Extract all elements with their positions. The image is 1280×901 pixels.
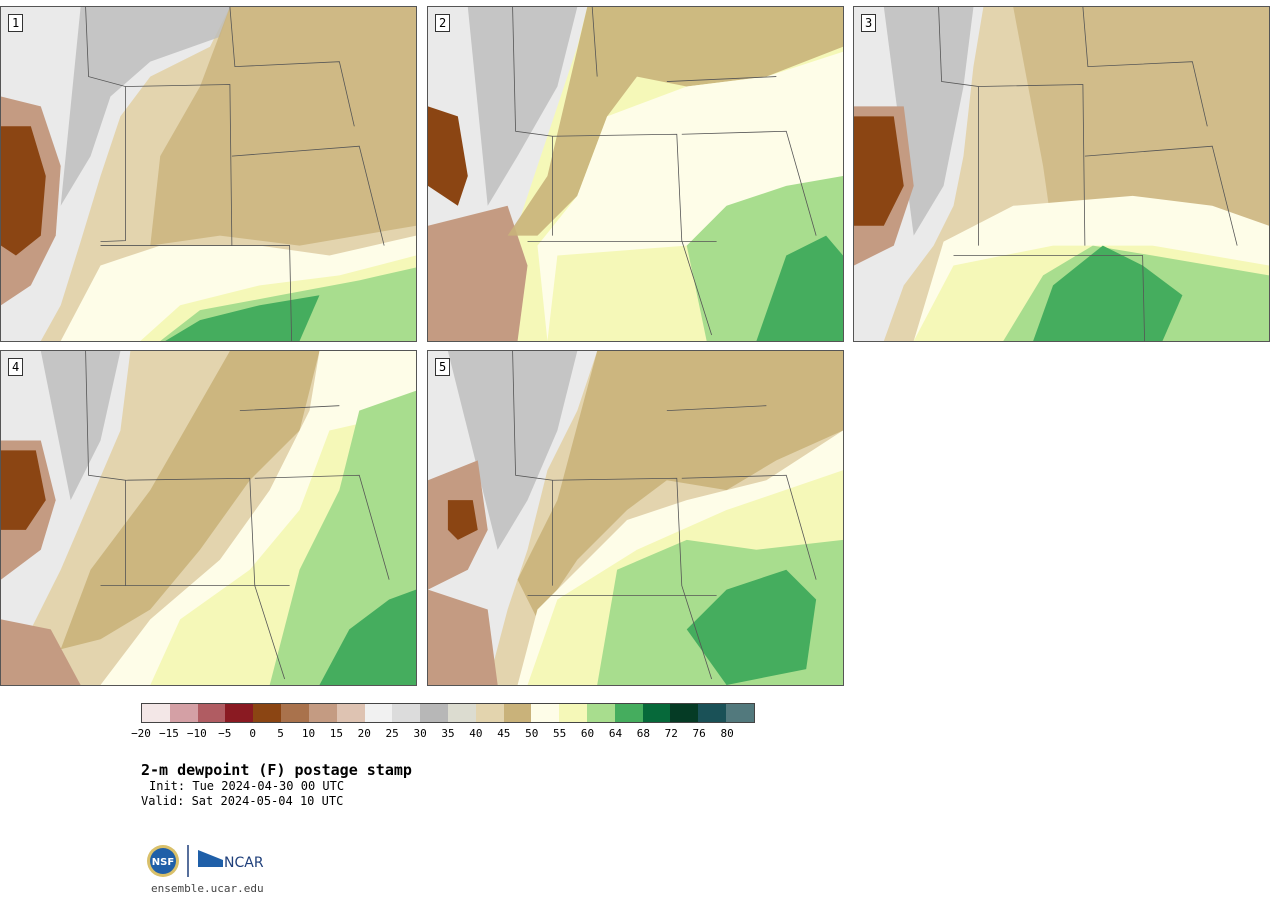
colorbar-swatch — [281, 704, 309, 722]
dewpoint-map-2 — [428, 7, 843, 341]
colorbar-swatch — [503, 704, 532, 722]
dewpoint-map-5 — [428, 351, 843, 685]
colorbar-swatch — [197, 704, 226, 722]
nsf-ncar-logo: NSF NCAR — [147, 845, 264, 877]
colorbar — [141, 703, 755, 723]
map-panel-5: 5 — [427, 350, 844, 686]
colorbar-tick-label: 76 — [692, 727, 706, 740]
colorbar-tick-label: 30 — [413, 727, 427, 740]
colorbar-tick-label: 40 — [469, 727, 483, 740]
colorbar-swatch — [531, 704, 560, 722]
colorbar-tick-label: 10 — [301, 727, 316, 740]
map-panel-4: 4 — [0, 350, 417, 686]
colorbar-swatch — [364, 704, 393, 722]
colorbar-swatch — [726, 704, 754, 722]
panel-number: 3 — [861, 14, 877, 32]
svg-text:NSF: NSF — [152, 857, 174, 868]
ncar-logo: NCAR — [198, 850, 264, 871]
colorbar-tick-label: 64 — [608, 727, 623, 740]
colorbar-swatch — [447, 704, 476, 722]
colorbar-swatch — [420, 704, 448, 722]
colorbar-tick-label: 35 — [441, 727, 455, 740]
map-panel-2: 2 — [427, 6, 844, 342]
colorbar-tick-label: −15 — [158, 727, 179, 740]
colorbar-swatch — [142, 704, 170, 722]
colorbar-swatch — [587, 704, 615, 722]
panel-number: 2 — [435, 14, 451, 32]
dewpoint-map-1 — [1, 7, 416, 341]
colorbar-swatch — [642, 704, 671, 722]
panel-number: 1 — [8, 14, 24, 32]
colorbar-tick-label: 55 — [553, 727, 567, 740]
dewpoint-map-3 — [854, 7, 1269, 341]
valid-time: Valid: Sat 2024-05-04 10 UTC — [141, 794, 344, 808]
colorbar-tick-label: 45 — [497, 727, 511, 740]
colorbar-tick-label: 20 — [357, 727, 371, 740]
dewpoint-map-4 — [1, 351, 416, 685]
panel-number: 5 — [435, 358, 451, 376]
colorbar-tick-label: 68 — [636, 727, 650, 740]
colorbar-tick-label: 60 — [580, 727, 595, 740]
colorbar-swatch — [308, 704, 337, 722]
colorbar-swatch — [169, 704, 198, 722]
colorbar-swatch — [614, 704, 643, 722]
colorbar-swatch — [392, 704, 421, 722]
colorbar-swatch — [336, 704, 365, 722]
svg-text:NCAR: NCAR — [224, 855, 264, 871]
init-time: Init: Tue 2024-04-30 00 UTC — [149, 779, 345, 793]
site-url: ensemble.ucar.edu — [151, 882, 264, 895]
map-panel-1: 1 — [0, 6, 417, 342]
colorbar-swatch — [670, 704, 699, 722]
colorbar-swatch — [475, 704, 504, 722]
colorbar-tick-label: 80 — [720, 727, 734, 740]
colorbar-tick-label: −20 — [131, 727, 151, 740]
figure-title: 2-m dewpoint (F) postage stamp — [141, 761, 412, 779]
map-panel-3: 3 — [853, 6, 1270, 342]
colorbar-tick-label: 5 — [277, 727, 284, 740]
colorbar-swatch — [559, 704, 587, 722]
colorbar-ticks: −20 −15 −10 −5 0 5 10 15 20 25 30 35 40 45 50 55 60 64 68 7… — [131, 727, 755, 741]
colorbar-tick-label: −10 — [186, 727, 207, 740]
colorbar-tick-label: 0 — [249, 727, 256, 740]
colorbar-swatch — [253, 704, 282, 722]
colorbar-tick-label: 15 — [329, 727, 343, 740]
colorbar-swatch — [698, 704, 727, 722]
colorbar-swatch — [225, 704, 254, 722]
panel-number: 4 — [8, 358, 24, 376]
colorbar-tick-label: 25 — [385, 727, 399, 740]
nsf-logo: NSF — [147, 845, 179, 877]
colorbar-tick-label: 50 — [525, 727, 539, 740]
colorbar-tick-label: 72 — [664, 727, 678, 740]
colorbar-tick-label: −5 — [218, 727, 232, 740]
